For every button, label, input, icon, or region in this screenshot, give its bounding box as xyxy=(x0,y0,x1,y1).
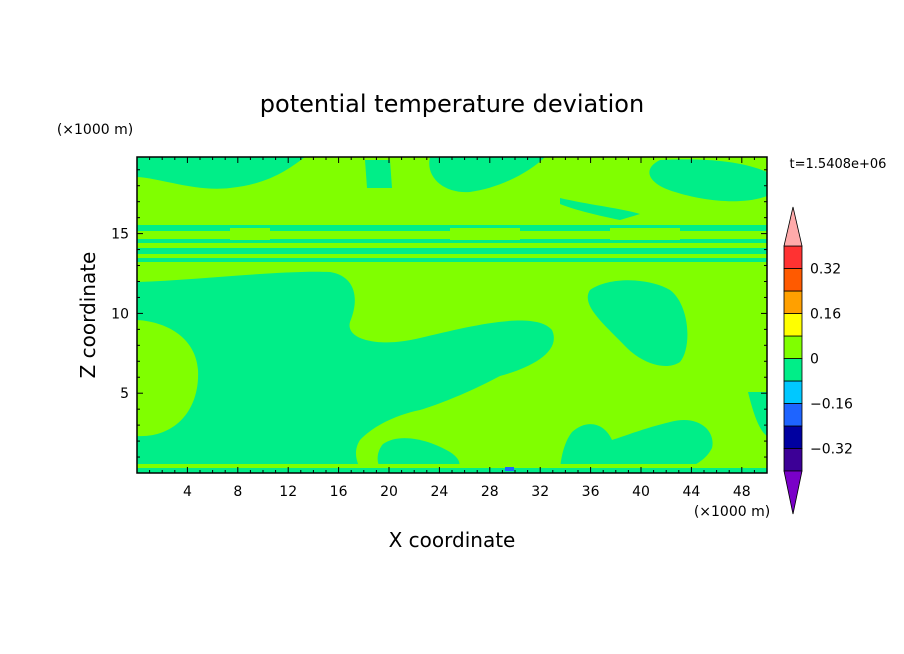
colorbar-label: −0.16 xyxy=(810,397,853,413)
x-tick-label: 36 xyxy=(582,484,600,500)
colorbar-band xyxy=(783,313,803,337)
y-unit-label: (×1000 m) xyxy=(57,122,133,138)
x-tick-label: 8 xyxy=(233,484,242,500)
colorbar: −0.32 −0.16 0 0.16 0.32 xyxy=(783,206,853,515)
chart-title: potential temperature deviation xyxy=(260,90,644,118)
x-unit-label: (×1000 m) xyxy=(694,504,770,520)
colorbar-min-arrow xyxy=(783,470,803,515)
colorbar-band xyxy=(783,358,803,382)
x-tick-label: 48 xyxy=(733,484,751,500)
y-tick-label: 10 xyxy=(111,306,129,322)
colorbar-label: −0.32 xyxy=(810,442,853,458)
x-tick-label: 40 xyxy=(632,484,650,500)
x-tick-label: 20 xyxy=(380,484,398,500)
colorbar-label: 0.32 xyxy=(810,262,841,278)
colorbar-band xyxy=(783,380,803,404)
colorbar-band xyxy=(783,335,803,359)
x-axis-label: X coordinate xyxy=(389,528,516,552)
colorbar-band xyxy=(783,403,803,427)
colorbar-label: 0 xyxy=(810,352,819,368)
y-tick-label: 5 xyxy=(120,386,129,402)
colorbar-band xyxy=(783,290,803,314)
x-tick-label: 32 xyxy=(531,484,549,500)
x-tick-label: 24 xyxy=(430,484,448,500)
colorbar-band xyxy=(783,425,803,449)
y-axis-label: Z coordinate xyxy=(76,252,100,379)
x-tick-label: 28 xyxy=(481,484,499,500)
colorbar-max-arrow xyxy=(783,206,803,247)
colorbar-band xyxy=(783,268,803,292)
y-tick-label: 15 xyxy=(111,227,129,243)
colorbar-band xyxy=(783,448,803,472)
y-ticks: 5 10 15 xyxy=(111,169,767,458)
x-tick-label: 12 xyxy=(279,484,297,500)
x-tick-label: 16 xyxy=(330,484,348,500)
x-ticks: 4 8 12 16 20 24 28 32 36 40 44 48 xyxy=(149,157,755,500)
time-label: t=1.5408e+06 xyxy=(790,157,887,172)
contour-field xyxy=(137,157,767,473)
x-tick-label: 44 xyxy=(682,484,700,500)
x-tick-label: 4 xyxy=(183,484,192,500)
colorbar-band xyxy=(783,245,803,269)
colorbar-label: 0.16 xyxy=(810,307,841,323)
